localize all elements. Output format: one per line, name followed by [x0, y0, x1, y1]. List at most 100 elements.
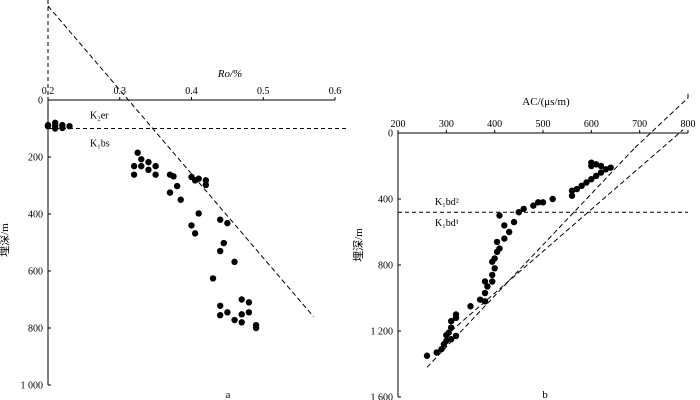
panel-b-data-point	[568, 187, 576, 194]
panel-b-data-point	[578, 182, 585, 189]
panel-b-wedge-outline	[634, 93, 689, 149]
panel-b-data-point	[476, 296, 484, 303]
panel-a-data-point	[252, 324, 260, 332]
panel-a-data-point	[217, 216, 224, 223]
panel-a-data-point	[231, 258, 238, 266]
panel-a-data-point	[66, 123, 73, 130]
panel-a-data-point	[138, 156, 145, 163]
panel-b-data-point	[445, 329, 452, 336]
panel-b-data-point	[510, 218, 518, 226]
panel-a-data-point	[138, 162, 145, 170]
panel-b-data-point	[588, 162, 595, 170]
panel-a-y-tick-label: 600	[28, 267, 43, 278]
panel-b-data-point	[467, 303, 474, 310]
panel-b-data-point	[607, 164, 614, 171]
panel-a-data-point	[245, 309, 253, 316]
panel-b-data-point	[597, 162, 605, 170]
panel-b-upper-unit-label: K₁bd²	[435, 197, 459, 208]
panel-b-x-tick-label: 500	[536, 119, 551, 130]
panel-b-data-point	[433, 349, 440, 356]
panel-b-y-tick-label: 0	[388, 129, 393, 140]
panel-b-x-tick-label: 700	[632, 119, 647, 130]
panel-a-y-tick-label: 800	[28, 324, 43, 335]
panel-a-data-point	[209, 275, 217, 282]
panel-a: Ro/% 埋深/m a 0.2 0.3 0.4 0.5 0.6 0 200 400 600 80…	[0, 0, 348, 400]
panel-b-x-tick-label: 400	[487, 119, 502, 130]
panel-a-data-point	[231, 316, 238, 324]
panel-a-x-tick-label: 0.6	[329, 86, 342, 97]
panel-b-data-point	[489, 278, 496, 285]
panel-b-y-tick-label: 1 600	[371, 393, 394, 400]
panel-b-data-point	[423, 352, 431, 359]
panel-b-data-point	[515, 209, 523, 216]
panel-a-data-point	[245, 299, 253, 306]
panel-b-data-point	[597, 169, 605, 176]
panel-a-data-point	[238, 311, 245, 318]
panel-b-data-point	[481, 298, 489, 305]
panel-b-x-tick-label: 200	[391, 119, 406, 130]
panel-a-data-point	[170, 173, 177, 180]
panel-b-data-point	[534, 199, 542, 206]
panel-a-x-tick-label: 0.3	[114, 86, 127, 97]
panel-b-lower-unit-label: K₁bd¹	[435, 218, 459, 229]
panel-b-data-point	[583, 179, 590, 186]
panel-a-data-point	[173, 182, 181, 190]
panel-b: AC/(μs/m) 埋深/m b 200 300 400 500 600 700 800 0…	[352, 93, 696, 400]
panel-b-data-point	[447, 317, 455, 325]
panel-b-data-point	[501, 222, 508, 229]
panel-a-y-tick-label: 400	[28, 210, 43, 221]
panel-a-x-axis-label: Ro/%	[217, 68, 242, 80]
panel-a-data-point	[191, 230, 199, 237]
panel-b-data-point	[452, 311, 460, 318]
panel-b-y-tick-label: 400	[378, 195, 393, 206]
panel-b-y-ticks: 0 400 800 1 200 1 600	[371, 129, 401, 400]
panel-b-data-point	[489, 271, 496, 279]
panel-a-data-point	[44, 123, 52, 130]
panel-a-data-point	[195, 175, 202, 182]
panel-b-data-point	[520, 205, 527, 213]
panel-b-data-point	[484, 283, 491, 290]
panel-b-data-point	[592, 172, 600, 180]
panel-a-data-point	[224, 309, 231, 316]
panel-a-data-point	[217, 311, 224, 319]
panel-a-data-point	[217, 302, 224, 309]
panel-b-x-tick-label: 800	[681, 119, 696, 130]
panel-a-data-point	[224, 219, 231, 227]
panel-b-label: b	[542, 389, 548, 400]
panel-b-data-point	[568, 192, 576, 199]
panel-b-data-point	[549, 195, 556, 203]
panel-a-x-tick-label: 0.2	[42, 86, 55, 97]
panel-b-y-tick-label: 1 200	[371, 327, 394, 338]
panel-b-data-point	[452, 332, 460, 340]
panel-a-data-point	[152, 162, 159, 170]
panel-a-data-point	[145, 158, 152, 166]
panel-b-x-tick-label: 300	[439, 119, 454, 130]
panel-a-data-point	[166, 189, 174, 196]
panel-a-data-point	[134, 149, 141, 156]
panel-a-y-axis-label: 埋深/m	[0, 223, 11, 257]
panel-a-data-point	[217, 247, 224, 255]
panel-a-x-tick-label: 0.5	[257, 86, 270, 97]
panel-a-data-point	[51, 125, 59, 132]
panel-b-trend-line-2	[450, 129, 684, 332]
panel-a-y-tick-label: 1 000	[21, 381, 44, 392]
panel-b-data-point	[496, 212, 503, 219]
panel-a-data-point	[238, 319, 245, 326]
panel-a-data-point	[177, 196, 184, 203]
panel-a-points	[44, 119, 260, 332]
panel-a-data-point	[130, 162, 138, 170]
panel-b-data-point	[539, 199, 547, 206]
panel-b-y-tick-label: 800	[378, 261, 393, 272]
panel-a-lower-unit-label: K₁bs	[90, 139, 110, 150]
panel-a-y-tick-label: 200	[28, 153, 43, 164]
panel-a-data-point	[202, 181, 210, 189]
panel-a-x-ticks: 0.2 0.3 0.4 0.5 0.6	[42, 86, 342, 100]
panel-a-data-point	[202, 177, 210, 184]
panel-b-data-point	[481, 289, 489, 297]
panel-b-data-point	[438, 345, 445, 353]
panel-b-x-ticks: 200 300 400 500 600 700 800	[391, 119, 696, 133]
panel-b-trend-line-1	[426, 147, 636, 368]
panel-a-data-point	[152, 171, 159, 178]
panel-a-x-tick-label: 0.4	[185, 86, 198, 97]
